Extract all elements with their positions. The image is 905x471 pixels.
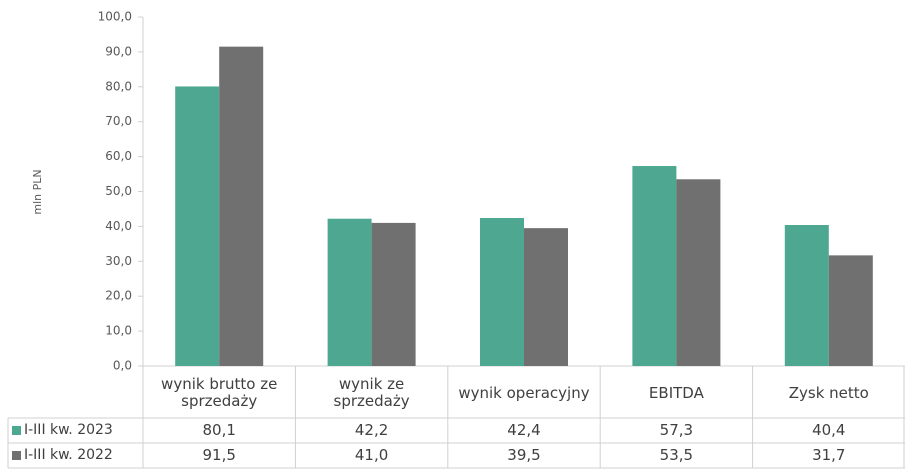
y-tick-label: 40,0 xyxy=(105,219,132,233)
data-table-value: 42,4 xyxy=(507,421,541,439)
bar xyxy=(219,46,264,366)
bar xyxy=(676,179,721,366)
bar xyxy=(175,86,220,367)
y-axis-label: mln PLN xyxy=(31,169,44,214)
y-tick-label: 90,0 xyxy=(105,44,132,58)
legend-label: I-III kw. 2022 xyxy=(24,447,113,463)
bar xyxy=(327,218,372,366)
data-table-value: 53,5 xyxy=(659,446,694,464)
bar xyxy=(784,225,829,366)
y-tick-label: 70,0 xyxy=(105,114,132,128)
bar xyxy=(371,222,416,366)
bar xyxy=(632,166,677,366)
legend-label: I-III kw. 2023 xyxy=(24,422,113,438)
y-tick-label: 20,0 xyxy=(105,289,132,303)
legend-entry: I-III kw. 2022 xyxy=(8,443,143,468)
legend-swatch xyxy=(12,426,21,435)
data-table-value: 31,7 xyxy=(812,446,846,464)
data-table-value: 80,1 xyxy=(202,421,236,439)
y-tick-label: 100,0 xyxy=(98,10,132,24)
legend-swatch xyxy=(12,451,21,460)
y-tick-label: 60,0 xyxy=(105,149,132,163)
data-table-value: 41,0 xyxy=(354,446,389,464)
data-table-value: 42,2 xyxy=(354,421,389,439)
legend-entry: I-III kw. 2023 xyxy=(8,418,143,443)
bar xyxy=(828,255,873,366)
bar xyxy=(524,228,568,366)
y-tick-label: 50,0 xyxy=(105,184,132,198)
y-tick-label: 10,0 xyxy=(105,324,132,338)
bar xyxy=(480,218,524,366)
data-table-value: 40,4 xyxy=(812,421,846,439)
data-table-value: 39,5 xyxy=(507,446,541,464)
y-tick-label: 80,0 xyxy=(105,79,132,93)
x-tick-label: wynik ze sprzedaży xyxy=(333,375,410,410)
y-tick-label: 30,0 xyxy=(105,254,132,268)
data-table-value: 57,3 xyxy=(659,421,694,439)
x-tick-label: wynik operacyjny xyxy=(458,383,590,402)
data-table-value: 91,5 xyxy=(202,446,236,464)
y-tick-label: 0,0 xyxy=(113,359,132,373)
x-tick-label: EBITDA xyxy=(648,383,704,402)
x-tick-label: Zysk netto xyxy=(788,383,869,402)
x-tick-label: wynik brutto ze sprzedaży xyxy=(161,375,278,410)
